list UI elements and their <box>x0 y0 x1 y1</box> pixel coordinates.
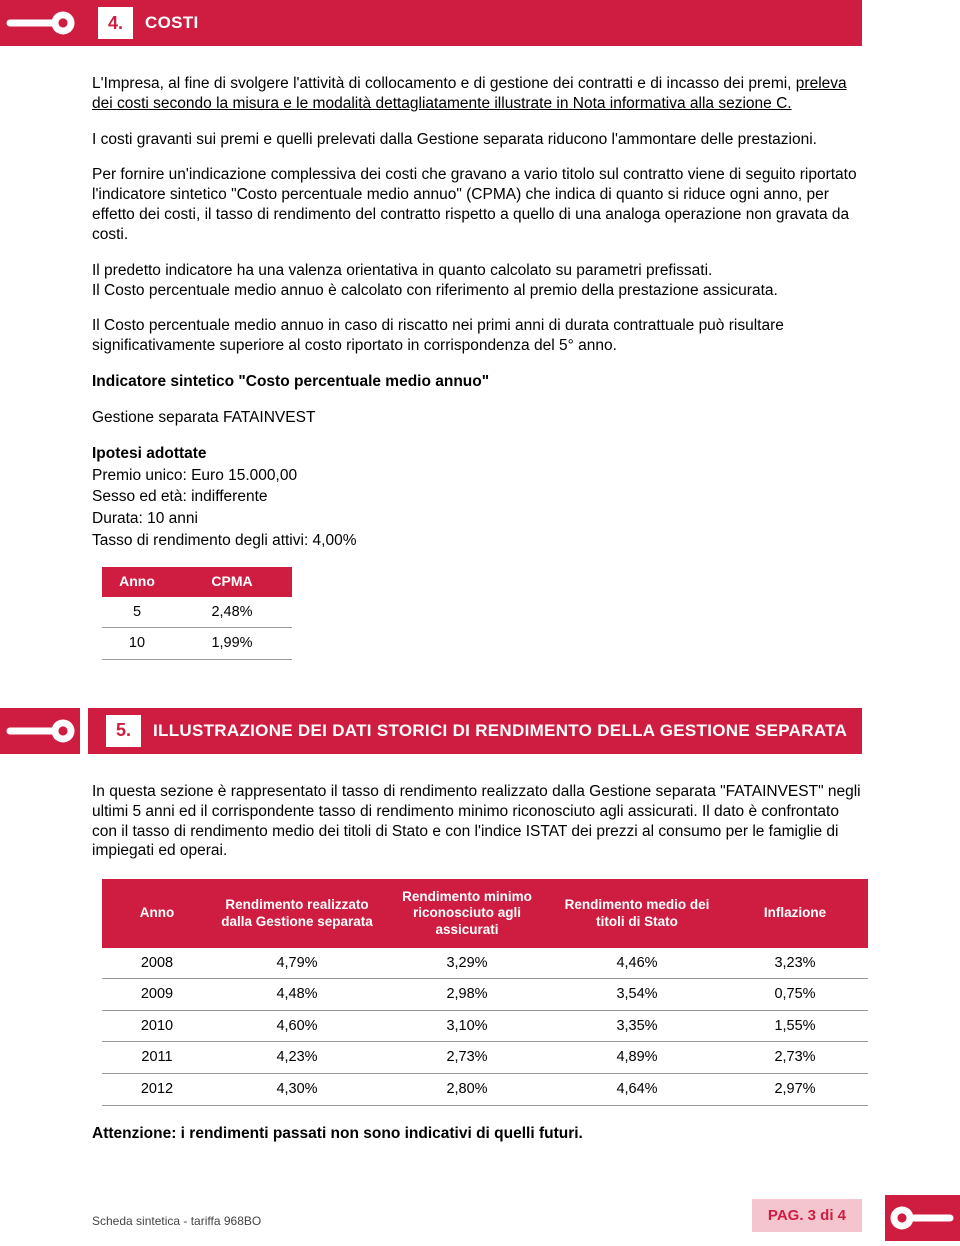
section-5-number: 5. <box>106 715 141 747</box>
section-4-bar: 4. COSTI <box>0 0 862 46</box>
table-row: 20094,48%2,98%3,54%0,75% <box>102 979 868 1011</box>
s4-p2: I costi gravanti sui premi e quelli prel… <box>92 130 868 150</box>
table-row: 52,48% <box>102 597 292 628</box>
s4-ipotesi-3: Durata: 10 anni <box>92 509 868 529</box>
s4-ipotesi-2: Sesso ed età: indifferente <box>92 487 868 507</box>
section-4-title: COSTI <box>145 13 198 33</box>
s4-p3: Per fornire un'indicazione complessiva d… <box>92 165 868 244</box>
yield-table: Anno Rendimento realizzato dalla Gestion… <box>102 879 868 1105</box>
yield-col-4: Inflazione <box>722 879 868 948</box>
yield-col-1: Rendimento realizzato dalla Gestione sep… <box>212 879 382 948</box>
yield-col-3: Rendimento medio dei titoli di Stato <box>552 879 722 948</box>
section-5-body: In questa sezione è rappresentato il tas… <box>92 782 868 1143</box>
page-footer: Scheda sintetica - tariffa 968BO PAG. 3 … <box>0 1186 960 1246</box>
section-5-title: ILLUSTRAZIONE DEI DATI STORICI DI RENDIM… <box>153 721 847 741</box>
cpma-table: Anno CPMA 52,48% 101,99% <box>102 567 292 660</box>
brand-logo-icon <box>885 1195 960 1241</box>
section-4-number: 4. <box>98 7 133 39</box>
section-4-body: L'Impresa, al fine di svolgere l'attivit… <box>92 74 868 660</box>
cpma-col-cpma: CPMA <box>172 567 292 597</box>
s4-indicator-title: Indicatore sintetico "Costo percentuale … <box>92 372 868 392</box>
table-row: 20084,79%3,29%4,46%3,23% <box>102 948 868 979</box>
s4-ipotesi-4: Tasso di rendimento degli attivi: 4,00% <box>92 531 868 551</box>
table-row: 20104,60%3,10%3,35%1,55% <box>102 1010 868 1042</box>
s4-gestione: Gestione separata FATAINVEST <box>92 408 868 428</box>
table-row: 20114,23%2,73%4,89%2,73% <box>102 1042 868 1074</box>
yield-col-2: Rendimento minimo riconosciuto agli assi… <box>382 879 552 948</box>
section-4-header: 4. COSTI <box>0 0 960 46</box>
section-5-bar: 5. ILLUSTRAZIONE DEI DATI STORICI DI REN… <box>88 708 862 754</box>
yield-col-0: Anno <box>102 879 212 948</box>
footer-page-number: PAG. 3 di 4 <box>752 1199 862 1232</box>
s5-warning: Attenzione: i rendimenti passati non son… <box>92 1124 868 1144</box>
brand-logo-icon <box>0 708 80 754</box>
s4-ipotesi-1: Premio unico: Euro 15.000,00 <box>92 466 868 486</box>
section-5-header: 5. ILLUSTRAZIONE DEI DATI STORICI DI REN… <box>0 708 960 754</box>
s4-ipotesi-h: Ipotesi adottate <box>92 444 868 464</box>
table-row: 20124,30%2,80%4,64%2,97% <box>102 1073 868 1105</box>
footer-left: Scheda sintetica - tariffa 968BO <box>92 1214 261 1228</box>
table-row: 101,99% <box>102 628 292 660</box>
s5-intro: In questa sezione è rappresentato il tas… <box>92 782 868 861</box>
s4-p5: Il Costo percentuale medio annuo in caso… <box>92 316 868 356</box>
brand-logo-icon <box>0 0 80 46</box>
s4-p4: Il predetto indicatore ha una valenza or… <box>92 261 868 301</box>
cpma-col-anno: Anno <box>102 567 172 597</box>
s4-p1: L'Impresa, al fine di svolgere l'attivit… <box>92 74 868 114</box>
